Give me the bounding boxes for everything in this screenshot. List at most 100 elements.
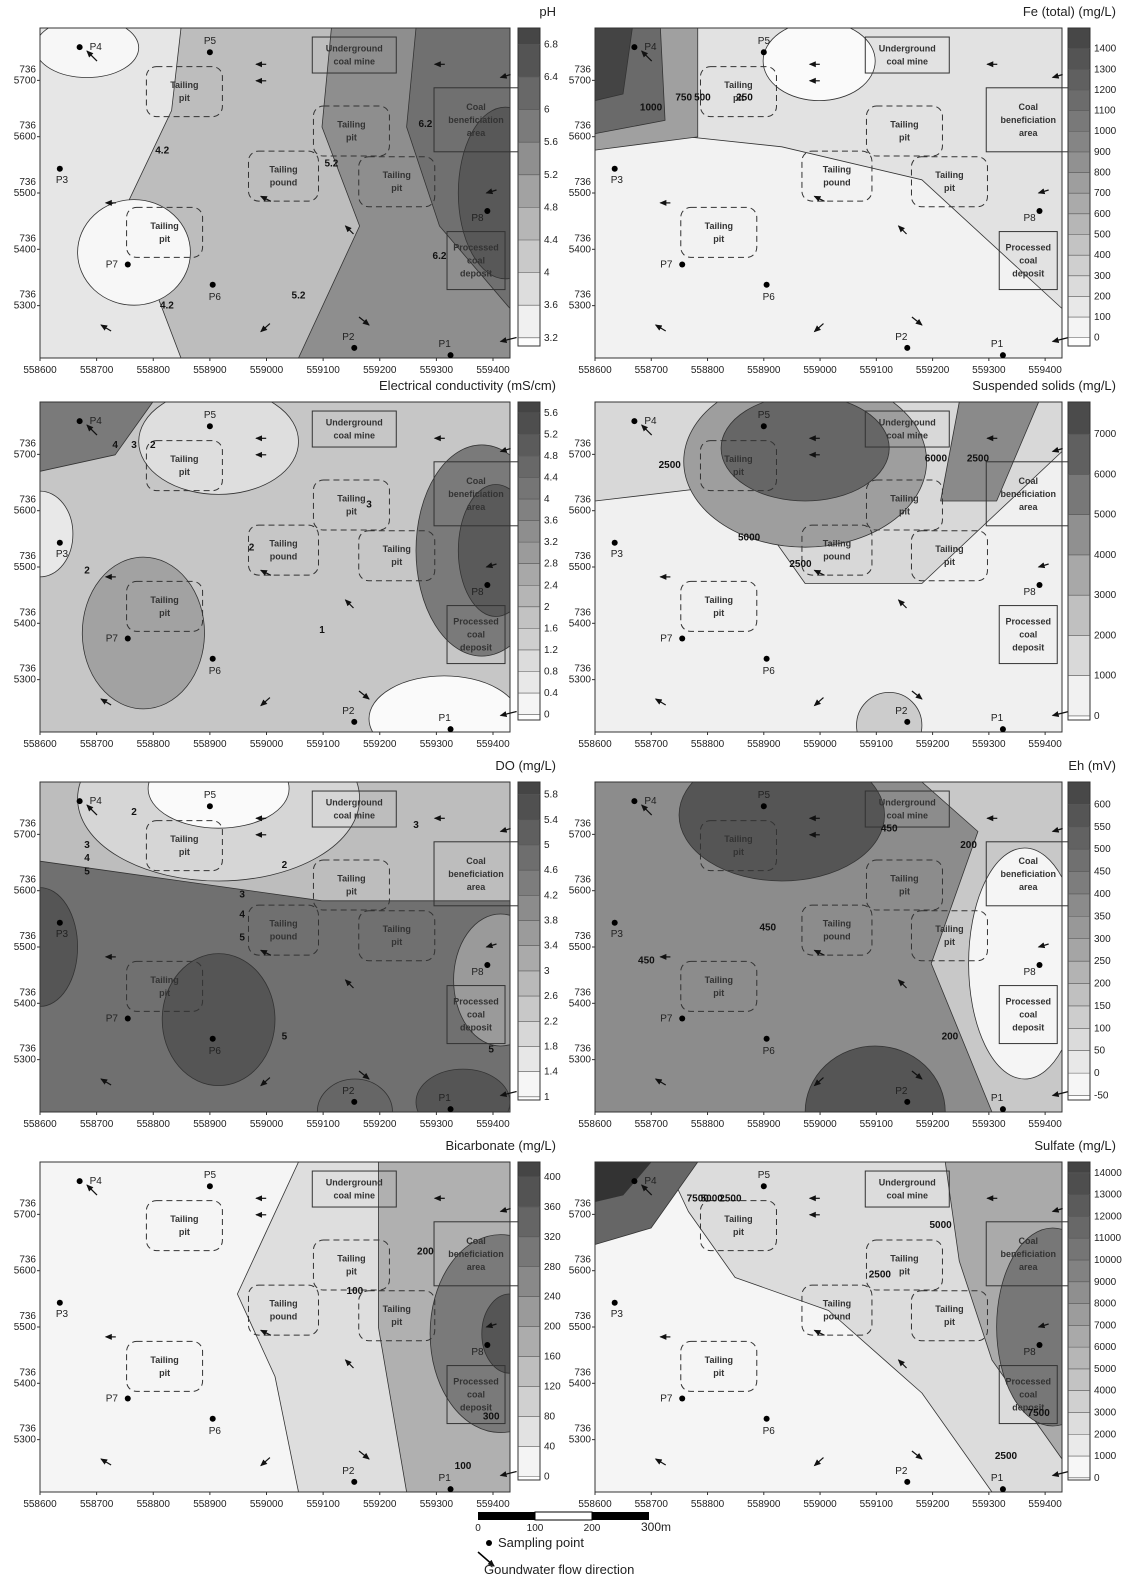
- contour-label: 500: [694, 93, 711, 104]
- sampling-point: [679, 1395, 686, 1402]
- colorbar-step: [1068, 317, 1090, 338]
- sampling-point: [124, 635, 131, 642]
- colorbar-label: 450: [1094, 867, 1111, 878]
- y-tick-label: 736: [19, 1255, 36, 1266]
- colorbar-label: 13000: [1094, 1190, 1122, 1201]
- feature-label: coal: [467, 630, 485, 640]
- x-tick-label: 559200: [363, 365, 397, 376]
- y-tick-label: 5500: [14, 188, 37, 199]
- sampling-point: [679, 635, 686, 642]
- feature-box: [864, 1170, 950, 1208]
- scale-segment: [534, 1511, 593, 1521]
- sampling-point: [631, 44, 638, 51]
- colorbar-step: [1068, 1238, 1090, 1261]
- flow-arrow: [654, 324, 667, 332]
- colorbar-step: [1068, 675, 1090, 716]
- contour-zone: [40, 28, 140, 78]
- colorbar-label: 1400: [1094, 44, 1117, 55]
- sampling-point: [124, 261, 131, 268]
- feature-label: pit: [899, 507, 910, 517]
- sampling-point: [904, 344, 911, 351]
- feature-box: [126, 1340, 204, 1392]
- contour-label: 2: [84, 566, 90, 577]
- x-tick-label: 558700: [635, 1119, 669, 1130]
- colorbar-step: [1068, 1028, 1090, 1051]
- feature-label: pit: [944, 1317, 955, 1327]
- contour-label: 2: [249, 543, 255, 554]
- flow-arrow: [897, 599, 907, 609]
- contour-zone: [429, 1234, 510, 1433]
- flow-arrow: [640, 50, 653, 62]
- y-tick-label: 5500: [569, 942, 592, 953]
- feature-box: [446, 231, 506, 291]
- y-tick-label: 5300: [569, 301, 592, 312]
- y-tick-label: 736: [574, 607, 591, 618]
- colorbar-frame: [1067, 781, 1091, 1101]
- feature-label: coal: [1019, 630, 1037, 640]
- flow-arrow: [499, 336, 517, 343]
- feature-label: Tailing: [823, 165, 851, 175]
- contour-zone: [368, 675, 510, 732]
- sampling-point: [760, 1183, 767, 1190]
- y-tick-label: 5600: [14, 886, 37, 897]
- flow-arrow: [86, 804, 98, 816]
- contour-label: 2500: [967, 453, 990, 464]
- feature-box: [864, 790, 950, 828]
- site-label: P8: [471, 213, 484, 224]
- contour-shading: [595, 28, 1062, 358]
- colorbar-label: 5.6: [544, 137, 558, 148]
- feature-label: coal mine: [887, 1191, 929, 1201]
- feature-label: deposit: [460, 1023, 492, 1033]
- feature-label: coal: [467, 1390, 485, 1400]
- y-tick-label: 736: [574, 64, 591, 75]
- colorbar-step: [1068, 938, 1090, 962]
- colorbar-label: 2000: [1094, 1429, 1117, 1440]
- feature-label: Tailing: [170, 1214, 198, 1224]
- colorbar-step: [518, 1446, 540, 1477]
- contour-label: 5000: [738, 533, 761, 544]
- feature-box: [145, 820, 223, 872]
- feature-box: [680, 580, 758, 632]
- colorbar-frame: [517, 401, 541, 721]
- colorbar-step: [1068, 871, 1090, 894]
- colorbar-label: 2: [544, 602, 550, 613]
- x-tick-label: 558900: [193, 1119, 227, 1130]
- colorbar-label: 400: [1094, 889, 1111, 900]
- site-label: P8: [1023, 213, 1036, 224]
- x-tick-label: 558900: [747, 1499, 781, 1510]
- colorbar-label: 6: [544, 105, 550, 116]
- contour-shading: [40, 1162, 510, 1492]
- colorbar-label: 2000: [1094, 630, 1117, 641]
- colorbar-label: 1.8: [544, 1041, 558, 1052]
- colorbar-label: 1.6: [544, 623, 558, 634]
- feature-label: Tailing: [724, 80, 752, 90]
- y-tick-label: 736: [574, 664, 591, 675]
- colorbar-step: [518, 1176, 540, 1207]
- colorbar-step: [518, 1296, 540, 1327]
- feature-label: Coal: [466, 102, 486, 112]
- colorbar-label: 400: [1094, 250, 1111, 261]
- colorbar-label: 7000: [1094, 429, 1117, 440]
- colorbar-step: [1068, 1456, 1090, 1478]
- colorbar-label: 80: [544, 1411, 556, 1422]
- colorbar-step: [518, 1206, 540, 1237]
- colorbar-step: [1068, 474, 1090, 515]
- colorbar-step: [518, 272, 540, 306]
- contour-label: 4.2: [160, 301, 174, 312]
- y-tick-label: 736: [19, 495, 36, 506]
- feature-box: [998, 1365, 1058, 1425]
- feature-label: pound: [270, 932, 298, 942]
- panel-title: Eh (mV): [1068, 758, 1116, 773]
- colorbar-label: 4.8: [544, 451, 558, 462]
- contour-label: 200: [417, 1246, 434, 1257]
- colorbar-label: 500: [1094, 229, 1111, 240]
- colorbar-label: 1: [544, 1092, 550, 1103]
- colorbar-label: 0: [1094, 1068, 1100, 1079]
- colorbar-label: 3.4: [544, 941, 558, 952]
- legend-arrow-label: Goundwater flow direction: [484, 1562, 634, 1577]
- x-tick-label: 558800: [691, 739, 725, 750]
- feature-label: pit: [733, 93, 744, 103]
- sampling-point: [484, 582, 491, 589]
- x-tick-label: 559000: [803, 1499, 837, 1510]
- colorbar-step: [518, 714, 540, 720]
